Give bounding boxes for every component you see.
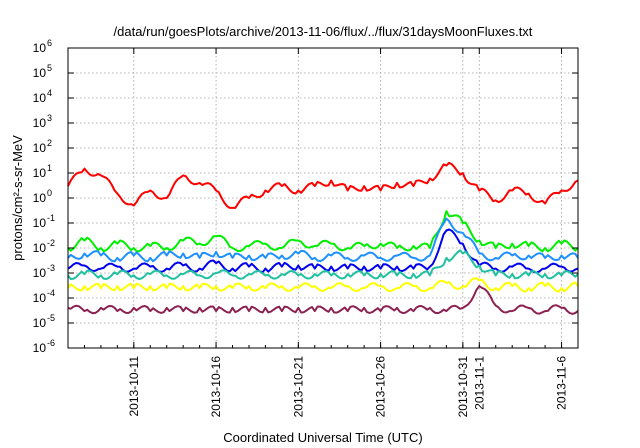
y-tick-label: 10 [33, 241, 47, 255]
y-tick-base: 10 [33, 341, 47, 355]
y-tick-base: 10 [33, 141, 47, 155]
x-tick-label: 2013-10-26 [374, 356, 388, 418]
y-tick-label: 10 [33, 116, 47, 130]
series-line-0 [67, 161, 579, 209]
grid [68, 47, 578, 349]
y-tick-exponent: 6 [47, 38, 52, 48]
y-tick-base: 10 [33, 291, 47, 305]
y-tick-exponent: 4 [47, 88, 52, 98]
y-tick-label: 10 [33, 341, 47, 355]
y-tick-label: 10 [33, 216, 47, 230]
y-tick-exponent: -1 [47, 213, 55, 223]
axis-ticks [67, 47, 579, 349]
series-line-4 [67, 249, 579, 280]
y-tick-label: 10 [33, 41, 47, 55]
y-tick-base: 10 [33, 66, 47, 80]
y-tick-base: 10 [33, 41, 47, 55]
y-tick-base: 10 [33, 166, 47, 180]
series-line-5 [67, 277, 579, 293]
series-line-1 [67, 210, 579, 253]
y-tick-base: 10 [33, 191, 47, 205]
x-tick-label: 2013-10-31 [456, 356, 470, 418]
y-tick-exponent: -4 [47, 288, 55, 298]
y-tick-exponent: 0 [47, 188, 52, 198]
y-tick-base: 10 [33, 316, 47, 330]
y-axis-label: protons/cm²-s-sr-MeV [10, 135, 25, 261]
x-tick-label: 2013-10-11 [127, 356, 141, 417]
y-tick-label: 10 [33, 91, 47, 105]
y-tick-label: 10 [33, 191, 47, 205]
x-tick-label: 2013-11-1 [472, 356, 486, 410]
x-tick-labels: 2013-10-11 2013-10-16 2013-10-21 2013-10-26… [127, 356, 569, 418]
y-tick-exponent: -3 [47, 263, 55, 273]
series-line-2 [67, 217, 579, 263]
y-tick-exponent: -5 [47, 313, 55, 323]
y-tick-exponent: 3 [47, 113, 52, 123]
y-tick-exponent: -2 [47, 238, 55, 248]
y-tick-base: 10 [33, 241, 47, 255]
y-tick-label: 10 [33, 266, 47, 280]
x-axis-label: Coordinated Universal Time (UTC) [223, 430, 422, 445]
y-tick-label: 10 [33, 316, 47, 330]
y-tick-base: 10 [33, 116, 47, 130]
y-tick-label: 10 [33, 166, 47, 180]
y-tick-label: 10 [33, 66, 47, 80]
y-tick-exponent: 5 [47, 63, 52, 73]
y-tick-base: 10 [33, 91, 47, 105]
y-tick-label: 10 [33, 291, 47, 305]
y-tick-exponent: -6 [47, 338, 55, 348]
chart-title: /data/run/goesPlots/archive/2013-11-06/f… [114, 24, 533, 39]
y-tick-base: 10 [33, 216, 47, 230]
series-group [67, 161, 579, 315]
y-tick-exponent: 1 [47, 163, 52, 173]
y-tick-labels: 10 -610 -510 -410 -310 -210 -110 010 110 210 310 41… [33, 38, 55, 355]
series-line-6 [67, 285, 579, 315]
x-tick-label: 2013-11-6 [555, 356, 569, 410]
x-tick-label: 2013-10-16 [209, 356, 223, 418]
x-tick-label: 2013-10-21 [291, 356, 305, 418]
y-tick-exponent: 2 [47, 138, 52, 148]
series-line-3 [67, 228, 579, 274]
y-tick-label: 10 [33, 141, 47, 155]
y-tick-base: 10 [33, 266, 47, 280]
